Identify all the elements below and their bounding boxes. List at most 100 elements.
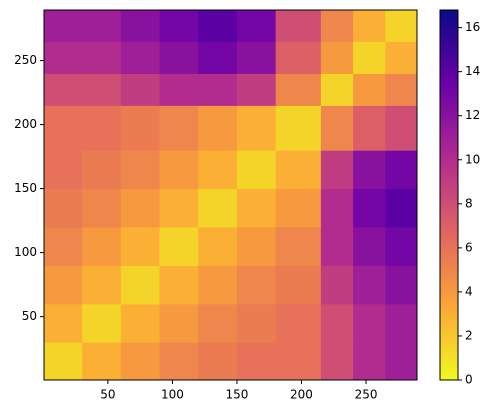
heat-cell <box>275 41 322 74</box>
heat-cell <box>236 227 277 266</box>
y-tick-label: 150 <box>14 181 37 195</box>
colorbar-tick-label: 10 <box>465 152 480 166</box>
heat-cell <box>353 303 386 343</box>
colorbar <box>439 9 459 381</box>
heat-cell <box>320 227 354 266</box>
colorbar-tick-label: 8 <box>465 196 473 210</box>
x-tick-label: 100 <box>161 388 184 402</box>
heat-cell <box>159 105 199 151</box>
x-tick-label: 50 <box>100 388 115 402</box>
colorbar-tick-label: 0 <box>465 373 473 387</box>
heat-cell <box>198 342 238 381</box>
heat-cell <box>44 73 83 106</box>
heat-cell <box>159 41 199 74</box>
y-tick-label: 50 <box>22 309 37 323</box>
heat-cell <box>120 150 161 190</box>
heat-cell <box>82 73 122 106</box>
heat-cell <box>120 265 161 305</box>
heat-cell <box>385 105 418 151</box>
heat-cell <box>82 105 122 151</box>
heat-cell <box>275 105 322 151</box>
heat-cell <box>44 303 83 343</box>
heat-cell <box>159 73 199 106</box>
heat-cell <box>353 227 386 266</box>
heat-cell <box>44 10 83 42</box>
heat-cell <box>82 188 122 228</box>
heat-cell <box>385 227 418 266</box>
heat-cell <box>320 188 354 228</box>
heat-cell <box>236 265 277 305</box>
heat-cell <box>82 150 122 190</box>
heat-cell <box>44 265 83 305</box>
x-tick-label: 250 <box>355 388 378 402</box>
heat-cell <box>198 303 238 343</box>
heat-cell <box>198 105 238 151</box>
heat-cell <box>159 342 199 381</box>
heat-cell <box>44 105 83 151</box>
heat-cell <box>159 265 199 305</box>
colorbar-tick-label: 2 <box>465 328 473 342</box>
heat-cell <box>120 342 161 381</box>
heat-cell <box>385 10 418 42</box>
heat-cell <box>120 10 161 42</box>
heat-cell <box>320 41 354 74</box>
heat-cell <box>120 105 161 151</box>
heat-cell <box>320 73 354 106</box>
heat-cell <box>353 73 386 106</box>
heat-cell <box>198 188 238 228</box>
heat-cell <box>236 342 277 381</box>
heat-cell <box>82 227 122 266</box>
heat-cell <box>275 150 322 190</box>
heat-cell <box>198 73 238 106</box>
heat-cell <box>275 73 322 106</box>
heat-cell <box>120 188 161 228</box>
heat-cell <box>198 150 238 190</box>
heat-cell <box>236 73 277 106</box>
heat-cell <box>198 227 238 266</box>
heat-cell <box>44 188 83 228</box>
heat-cell <box>275 342 322 381</box>
heat-cell <box>353 265 386 305</box>
heat-cell <box>353 105 386 151</box>
heat-cell <box>198 10 238 42</box>
heat-cell <box>44 227 83 266</box>
heat-cell <box>120 227 161 266</box>
heat-cell <box>44 150 83 190</box>
heat-cell <box>198 265 238 305</box>
heat-cell <box>353 41 386 74</box>
heat-cell <box>44 41 83 74</box>
x-tick-label: 150 <box>226 388 249 402</box>
colorbar-tick-label: 16 <box>465 20 480 34</box>
colorbar-tick-label: 12 <box>465 108 480 122</box>
heat-cell <box>159 188 199 228</box>
heat-cell <box>82 342 122 381</box>
heat-cell <box>44 342 83 381</box>
heat-cell <box>275 227 322 266</box>
heat-cell <box>82 10 122 42</box>
heat-cell <box>120 41 161 74</box>
heat-cell <box>159 10 199 42</box>
heat-cell <box>159 227 199 266</box>
heat-cell <box>82 265 122 305</box>
heat-cell <box>385 303 418 343</box>
heat-cell <box>385 342 418 381</box>
heat-cell <box>320 265 354 305</box>
heat-cell <box>236 188 277 228</box>
heat-cell <box>320 105 354 151</box>
heat-cell <box>385 73 418 106</box>
x-tick-label: 200 <box>290 388 313 402</box>
colorbar-tick-label: 14 <box>465 64 480 78</box>
y-tick-label: 200 <box>14 117 37 131</box>
heat-cell <box>385 188 418 228</box>
heat-cell <box>275 10 322 42</box>
heat-cell <box>353 150 386 190</box>
heat-cell <box>236 105 277 151</box>
heat-cell <box>236 303 277 343</box>
heat-cell <box>120 73 161 106</box>
heat-cell <box>159 303 199 343</box>
heat-cell <box>320 150 354 190</box>
heat-cell <box>236 10 277 42</box>
heat-cell <box>236 41 277 74</box>
heat-cell <box>320 10 354 42</box>
